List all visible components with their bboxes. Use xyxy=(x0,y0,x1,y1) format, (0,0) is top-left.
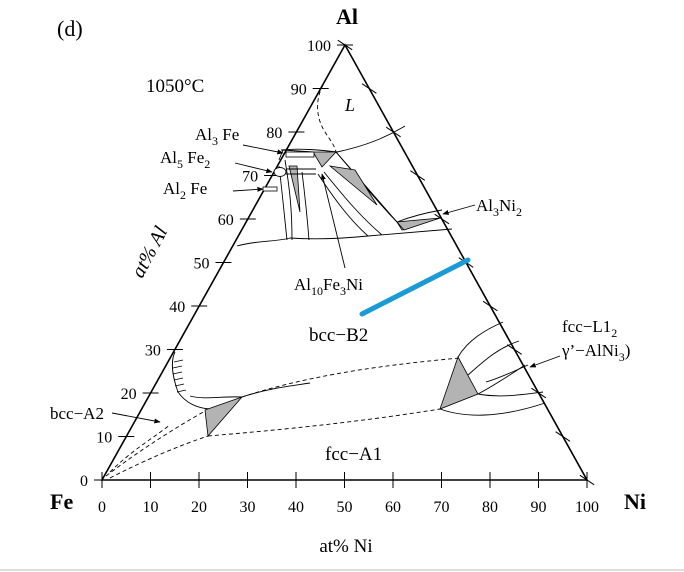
right-tick xyxy=(482,300,498,312)
right-tick xyxy=(361,83,377,94)
gamma-prime-label: γ’−AlNi3) xyxy=(561,341,630,364)
corner-al-label: Al xyxy=(336,4,358,29)
left-tick-label: 70 xyxy=(242,169,258,186)
al10fe3ni-arrow xyxy=(320,173,346,269)
left-tick-label: 10 xyxy=(96,430,112,447)
l12-region-1 xyxy=(467,340,520,376)
fe-corner-dashed-2 xyxy=(109,435,209,479)
bottom-axis-title: at% Ni xyxy=(319,536,372,557)
ni-side-tie-triangle xyxy=(439,356,479,410)
hatch-mark xyxy=(174,383,185,387)
left-axis-tick-labels: 0 10 20 30 40 50 60 70 80 90 100 xyxy=(80,38,331,490)
b2-a2-boundary xyxy=(171,351,211,410)
right-tick xyxy=(337,39,353,51)
al-fe-boundary-2 xyxy=(284,159,293,241)
b2-fcc-boundary-lower xyxy=(241,382,311,398)
bottom-tick-label: 80 xyxy=(482,499,498,516)
al10fe3ni-label: Al10Fe3Ni xyxy=(294,275,363,298)
hatch-mark xyxy=(172,365,183,369)
bottom-axis-tick-labels: 0 10 20 30 40 50 60 70 80 90 100 xyxy=(98,499,599,516)
order-hatch-marks xyxy=(172,359,187,393)
tie-triangle-1 xyxy=(288,165,301,213)
bottom-tick-label: 100 xyxy=(575,499,599,516)
tick-marks xyxy=(94,39,595,488)
left-tick-label: 50 xyxy=(194,256,210,273)
al3fe-label: Al3 Fe xyxy=(195,125,239,148)
bcc-a2-arrow xyxy=(111,412,161,424)
bottom-tick-label: 0 xyxy=(98,499,106,516)
panel-label: (d) xyxy=(57,16,83,41)
al3fe-bar xyxy=(285,151,315,158)
composition-path-line xyxy=(359,257,471,317)
al-fe-boundary-1 xyxy=(278,165,288,241)
b2-fcc-dashed-upper xyxy=(241,357,461,398)
temperature-label: 1050°C xyxy=(146,76,204,97)
right-tick xyxy=(434,213,450,225)
right-tick xyxy=(506,344,522,355)
left-tick-label: 100 xyxy=(307,38,331,55)
right-tick xyxy=(555,431,571,442)
fcc-l12-label: fcc−L12 xyxy=(562,317,617,340)
left-tick-label: 60 xyxy=(218,212,234,229)
al-fe-boundary-4 xyxy=(317,173,369,237)
bottom-tick-label: 60 xyxy=(385,499,401,516)
al3ni2-boundary xyxy=(335,151,443,223)
hatch-mark xyxy=(173,359,184,363)
al-fe-boundary-5 xyxy=(323,171,383,236)
bottom-tick-label: 70 xyxy=(434,499,450,516)
hatch-mark xyxy=(176,389,187,393)
bottom-tick-label: 40 xyxy=(288,499,304,516)
fe-corner-dashed-1 xyxy=(105,410,206,477)
tie-triangle-2 xyxy=(312,151,337,168)
al5fe2-arrow xyxy=(234,162,273,174)
a2-b2-boundary-upper xyxy=(189,395,243,399)
al-fe-boundary-3 xyxy=(301,171,310,241)
tie-triangle-3 xyxy=(328,165,378,206)
hatch-mark xyxy=(172,371,183,375)
b2-fcc-dashed-lower xyxy=(207,408,441,437)
al2fe-bar xyxy=(262,186,278,192)
fe-corner-dashed-3 xyxy=(109,424,171,473)
fcc-a1-region-label: fcc−A1 xyxy=(325,444,382,465)
al3ni2-arrow xyxy=(442,204,476,215)
b2-upper-boundary xyxy=(236,228,453,247)
al2fe-label: Al2 Fe xyxy=(163,179,207,202)
corner-fe-label: Fe xyxy=(50,489,73,514)
bcc-b2-region-label: bcc−B2 xyxy=(309,325,368,346)
left-tick-label: 40 xyxy=(169,299,185,316)
bottom-tick-label: 90 xyxy=(531,499,547,516)
hatch-mark xyxy=(173,377,184,381)
bottom-tick-label: 30 xyxy=(240,499,256,516)
l12-narrow xyxy=(485,364,529,383)
liquid-region-label: L xyxy=(344,95,355,115)
al5fe2-marker xyxy=(273,167,287,177)
al3ni2-label: Al3Ni2 xyxy=(476,196,522,219)
bottom-tick-label: 10 xyxy=(143,499,159,516)
right-tick xyxy=(410,170,426,181)
b2-l12-boundary xyxy=(457,321,504,358)
bottom-tick-label: 50 xyxy=(337,499,353,516)
l12-a1-boundary xyxy=(439,402,546,416)
fcc-l12-arrow xyxy=(529,355,561,368)
liquidus-dashed xyxy=(317,84,337,153)
left-tick-label: 20 xyxy=(121,386,137,403)
left-axis-title: at% Al xyxy=(127,223,172,282)
al5fe2-label: Al5 Fe2 xyxy=(160,148,210,171)
fe-side-tie-triangle xyxy=(204,396,244,437)
left-tick-label: 80 xyxy=(266,125,282,142)
left-tick-label: 30 xyxy=(145,343,161,360)
liquidus-boundary xyxy=(280,125,406,153)
al3fe-arrow xyxy=(242,144,284,155)
left-tick-label: 90 xyxy=(291,82,307,99)
corner-ni-label: Ni xyxy=(624,489,646,514)
l12-region-3 xyxy=(477,391,544,397)
left-tick-label: 0 xyxy=(80,473,88,490)
tie-triangle-4 xyxy=(396,217,441,231)
bottom-tick-label: 20 xyxy=(191,499,207,516)
al13fe4-bar xyxy=(286,168,316,175)
bcc-a2-label: bcc−A2 xyxy=(50,404,104,423)
al2fe-arrow xyxy=(232,186,264,192)
